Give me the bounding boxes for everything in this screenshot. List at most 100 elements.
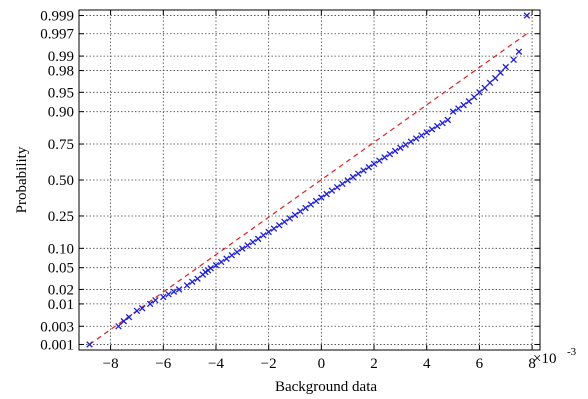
- data-point: [239, 245, 246, 252]
- y-tick-label: 0.02: [48, 282, 74, 298]
- data-point: [233, 248, 241, 256]
- data-point: [297, 208, 304, 215]
- data-point: [428, 126, 436, 133]
- data-point: [439, 119, 446, 127]
- x-tick-label: −4: [208, 356, 224, 372]
- x-scale-exponent: -3: [567, 346, 577, 358]
- y-tick-label: 0.001: [40, 337, 74, 353]
- data-point: [281, 218, 288, 226]
- data-point: [260, 232, 267, 239]
- data-point: [360, 167, 367, 174]
- data-point: [370, 160, 378, 168]
- data-point: [223, 255, 230, 262]
- y-tick-label: 0.997: [40, 27, 74, 43]
- x-scale-multiplier: ×10: [533, 351, 556, 367]
- data-point: [333, 183, 341, 191]
- data-point: [323, 190, 330, 198]
- data-point: [152, 296, 159, 304]
- data-point: [460, 101, 467, 109]
- y-tick-label: 0.50: [48, 173, 74, 189]
- data-point: [312, 197, 320, 205]
- data-point: [254, 235, 262, 243]
- data-point: [228, 252, 236, 259]
- y-tick-label: 0.999: [40, 9, 74, 25]
- data-point: [244, 242, 251, 249]
- data-point: [434, 122, 441, 130]
- y-tick-label: 0.99: [48, 49, 74, 65]
- data-point: [115, 323, 122, 330]
- data-point: [344, 177, 351, 184]
- data-point: [497, 69, 504, 76]
- data-point: [449, 108, 457, 115]
- data-point: [275, 221, 283, 229]
- data-point: [386, 150, 394, 158]
- x-axis-label: Background data: [275, 379, 377, 395]
- data-point: [423, 129, 430, 136]
- data-point: [286, 215, 294, 222]
- data-point: [339, 180, 346, 188]
- data-points: [86, 12, 531, 348]
- data-point: [465, 98, 473, 105]
- data-point: [376, 157, 383, 164]
- data-point: [510, 56, 517, 64]
- data-point: [160, 293, 167, 301]
- y-tick-label: 0.10: [48, 241, 74, 257]
- y-tick-label: 0.25: [48, 209, 74, 225]
- data-point: [349, 173, 357, 181]
- data-point: [365, 163, 373, 171]
- data-point: [138, 305, 146, 312]
- data-point: [170, 288, 178, 295]
- grid: [79, 10, 540, 350]
- y-tick-label: 0.003: [40, 319, 74, 335]
- data-point: [412, 135, 420, 142]
- data-point: [481, 84, 488, 92]
- data-point: [265, 228, 272, 236]
- data-point: [444, 116, 452, 124]
- x-axis-ticks: −8 −6 −4 −2 0 2 4 6 8: [103, 10, 536, 372]
- data-point: [491, 74, 499, 82]
- data-point: [391, 147, 399, 155]
- data-point: [291, 211, 299, 219]
- y-axis-ticks: 0.001 0.003 0.010.02 0.05 0.10 0.25 0.50 0.75 0.…: [40, 9, 540, 353]
- data-point: [470, 93, 478, 101]
- data-point: [476, 89, 483, 96]
- data-point: [354, 170, 362, 177]
- x-tick-label: −6: [155, 356, 171, 372]
- data-point: [307, 201, 315, 208]
- y-tick-label: 0.95: [48, 85, 74, 101]
- data-point: [515, 48, 523, 55]
- x-tick-label: 6: [476, 356, 484, 372]
- data-point: [486, 79, 494, 86]
- data-point: [249, 238, 257, 246]
- data-point: [120, 317, 128, 325]
- x-tick-label: 2: [370, 356, 378, 372]
- x-tick-label: 8: [528, 356, 536, 372]
- data-point: [455, 105, 462, 112]
- data-point: [418, 132, 425, 139]
- data-point: [402, 141, 409, 148]
- data-point: [207, 264, 214, 272]
- data-point: [328, 187, 336, 194]
- data-point: [194, 275, 201, 282]
- data-point: [189, 278, 196, 286]
- data-point: [407, 138, 415, 145]
- data-point: [183, 282, 191, 289]
- y-tick-label: 0.75: [48, 137, 74, 153]
- data-point: [381, 154, 388, 161]
- y-tick-label: 0.90: [48, 105, 74, 121]
- x-tick-label: −2: [261, 356, 277, 372]
- data-point: [302, 204, 309, 212]
- data-point: [397, 144, 404, 152]
- data-point: [270, 225, 278, 232]
- data-point: [175, 286, 183, 293]
- y-tick-label: 0.05: [48, 261, 74, 277]
- data-point: [125, 313, 133, 321]
- x-tick-label: 4: [423, 356, 431, 372]
- data-point: [217, 258, 225, 266]
- y-tick-label: 0.98: [48, 64, 74, 80]
- x-tick-label: 0: [318, 356, 326, 372]
- data-point: [146, 300, 154, 308]
- data-point: [86, 341, 93, 348]
